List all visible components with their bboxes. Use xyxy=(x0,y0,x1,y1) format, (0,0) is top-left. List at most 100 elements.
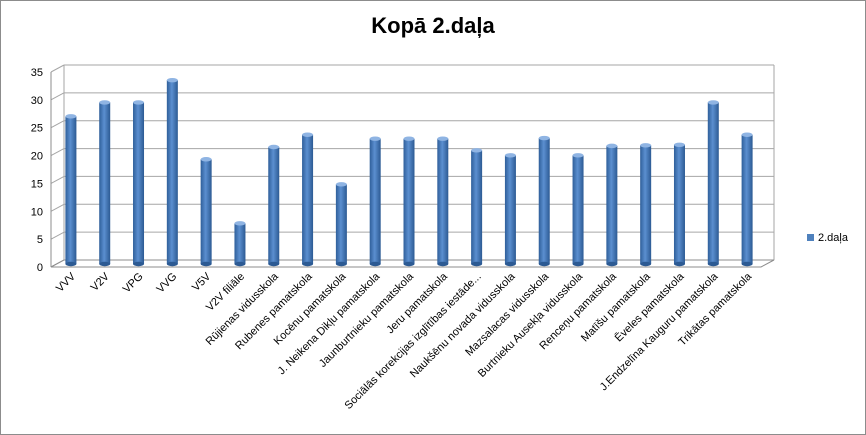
bar-top xyxy=(302,132,314,137)
bar-top xyxy=(707,100,719,105)
side-gridline xyxy=(50,120,65,129)
legend-swatch xyxy=(807,234,814,241)
bar-body xyxy=(403,138,415,264)
bar-body xyxy=(741,134,753,264)
bar xyxy=(437,136,449,267)
bar xyxy=(538,135,550,267)
bar-top xyxy=(640,143,652,148)
bar-base xyxy=(640,261,652,267)
gridlines xyxy=(50,64,775,268)
bar-base xyxy=(99,261,111,267)
legend-item: 2.daļa xyxy=(807,232,849,244)
bar xyxy=(268,144,280,267)
bar-base xyxy=(302,261,314,267)
bar-body xyxy=(335,184,347,264)
bar-base xyxy=(234,261,246,267)
side-gridline xyxy=(50,148,65,157)
bar-body xyxy=(572,155,584,264)
bar-top xyxy=(369,136,381,141)
bar-body xyxy=(133,102,145,264)
bar xyxy=(673,142,685,267)
bar xyxy=(504,153,516,267)
bar-base xyxy=(403,261,415,267)
y-tick-label: 0 xyxy=(37,262,43,274)
bar xyxy=(369,136,381,267)
legend: 2.daļa xyxy=(807,232,849,244)
bar-top xyxy=(572,153,584,158)
bar-base xyxy=(133,261,145,267)
bar-top xyxy=(335,182,347,187)
bar xyxy=(302,132,314,267)
bar-base xyxy=(673,261,685,267)
bar-top xyxy=(741,132,753,137)
bar-body xyxy=(606,145,618,264)
y-tick-label: 20 xyxy=(31,151,43,163)
x-tick-label: VPG xyxy=(121,271,146,296)
bar-base xyxy=(335,261,347,267)
x-tick-label: V5V xyxy=(190,270,214,294)
bar-base xyxy=(707,261,719,267)
bar-body xyxy=(673,144,685,264)
bar-body xyxy=(200,159,212,264)
bar-body xyxy=(99,102,111,264)
bar-top xyxy=(200,157,212,162)
bar-body xyxy=(471,150,483,264)
bar-top xyxy=(403,136,415,141)
bar-body xyxy=(302,134,314,264)
bar-top xyxy=(538,135,550,141)
bar-base xyxy=(572,261,584,267)
bar xyxy=(640,143,652,267)
x-tick-label: VVV xyxy=(54,270,79,295)
bar-top xyxy=(504,153,516,158)
bar xyxy=(166,77,178,267)
bar-top xyxy=(437,136,449,141)
bar-body xyxy=(538,138,550,264)
bars xyxy=(65,77,753,267)
bar xyxy=(133,100,145,267)
bar-base xyxy=(166,261,178,267)
bar-body xyxy=(640,145,652,264)
y-tick-label: 35 xyxy=(31,67,43,79)
bar-body xyxy=(437,138,449,264)
bar-top xyxy=(133,100,145,105)
bar-body xyxy=(504,155,516,264)
bar-top xyxy=(606,143,618,149)
bar-top xyxy=(673,142,685,147)
bar-top xyxy=(471,148,483,153)
bar-base xyxy=(538,261,550,267)
x-tick-label: V2V xyxy=(89,270,113,294)
bar-body xyxy=(65,116,77,264)
x-tick-label: VVG xyxy=(155,271,180,296)
y-tick-label: 15 xyxy=(31,178,43,190)
bar-top xyxy=(99,100,111,105)
bar-base xyxy=(65,261,77,267)
bar-base xyxy=(200,261,212,267)
bar-body xyxy=(234,223,246,264)
bar-body xyxy=(707,102,719,264)
bar-body xyxy=(369,138,381,264)
bar-body xyxy=(268,147,280,264)
side-gridline xyxy=(50,231,65,240)
bar xyxy=(707,100,719,267)
y-tick-label: 25 xyxy=(31,123,43,135)
bar xyxy=(335,182,347,267)
bar xyxy=(572,153,584,267)
bar-base xyxy=(606,261,618,267)
bar-top xyxy=(166,77,178,83)
bar xyxy=(606,143,618,267)
side-gridline xyxy=(50,203,65,212)
bar xyxy=(200,157,212,267)
bar-top xyxy=(268,144,280,150)
bar xyxy=(65,114,77,267)
bar-base xyxy=(504,261,516,267)
x-tick-label: Jeru pamatskola xyxy=(384,270,450,336)
bar-base xyxy=(741,261,753,267)
bar xyxy=(741,132,753,267)
y-tick-label: 30 xyxy=(31,95,43,107)
side-gridline xyxy=(50,64,65,73)
bar-base xyxy=(437,261,449,267)
side-gridline xyxy=(50,175,65,184)
side-gridline xyxy=(50,92,65,101)
y-tick-label: 10 xyxy=(31,206,43,218)
